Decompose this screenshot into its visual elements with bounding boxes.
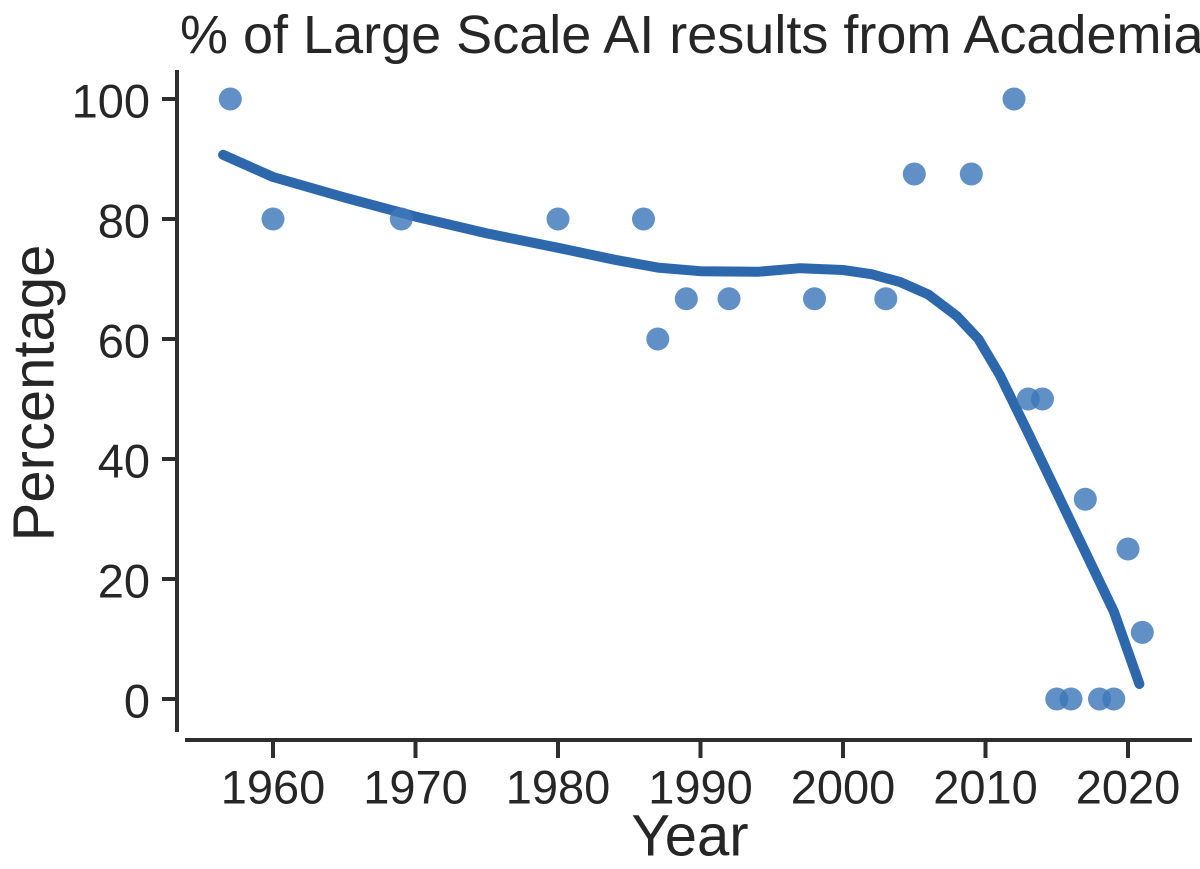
data-point [646, 327, 670, 351]
y-tick-label: 0 [124, 675, 150, 728]
data-point [1002, 87, 1026, 111]
y-tick-label: 100 [72, 75, 150, 128]
data-point [674, 287, 698, 311]
data-point [389, 207, 413, 231]
data-point [874, 287, 898, 311]
data-point [959, 162, 983, 186]
data-point [1073, 487, 1097, 511]
y-tick-label: 40 [98, 435, 150, 488]
data-point [717, 287, 741, 311]
data-point [1102, 687, 1126, 711]
x-tick-label: 1980 [506, 761, 611, 814]
data-point [1130, 620, 1154, 644]
x-tick-label: 1990 [648, 761, 753, 814]
data-point [1059, 687, 1083, 711]
data-point [546, 207, 570, 231]
x-tick-label: 1960 [221, 761, 326, 814]
y-tick-label: 20 [98, 555, 150, 608]
data-point [261, 207, 285, 231]
x-tick-label: 1970 [363, 761, 468, 814]
data-point [632, 207, 655, 231]
data-point [218, 87, 242, 111]
x-axis-label: Year [631, 803, 749, 869]
data-point [1031, 387, 1054, 411]
data-point [803, 287, 826, 311]
x-tick-label: 2000 [791, 761, 896, 814]
data-point [1116, 537, 1140, 561]
x-tick-label: 2010 [933, 761, 1038, 814]
trend-line [218, 149, 1145, 689]
y-tick-label: 60 [98, 315, 150, 368]
x-tick-label: 2020 [1076, 761, 1181, 814]
chart-title: % of Large Scale AI results from Academi… [180, 5, 1200, 65]
y-tick-label: 80 [98, 195, 150, 248]
data-point [902, 162, 926, 186]
